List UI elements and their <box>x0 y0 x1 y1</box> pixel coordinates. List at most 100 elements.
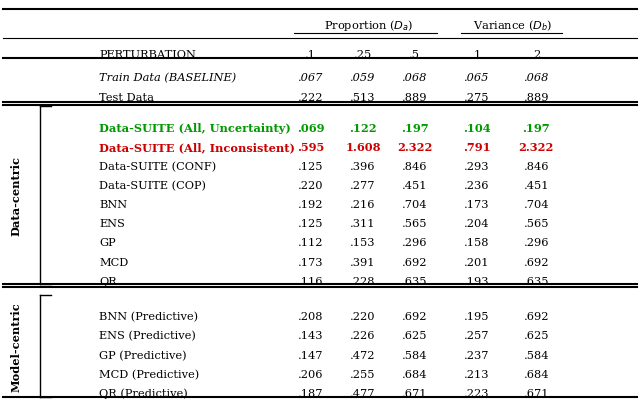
Text: .236: .236 <box>464 180 490 191</box>
Text: 2: 2 <box>532 49 540 59</box>
Text: .692: .692 <box>524 312 549 321</box>
Text: .704: .704 <box>402 200 428 210</box>
Text: .067: .067 <box>298 73 323 83</box>
Text: .692: .692 <box>402 312 428 321</box>
Text: .104: .104 <box>463 123 491 134</box>
Text: Data-SUITE (COP): Data-SUITE (COP) <box>99 180 206 191</box>
Text: GP: GP <box>99 238 116 248</box>
Text: .208: .208 <box>298 312 323 321</box>
Text: .125: .125 <box>298 162 323 171</box>
Text: .237: .237 <box>464 350 490 360</box>
Text: .197: .197 <box>522 123 550 134</box>
Text: .068: .068 <box>524 73 549 83</box>
Text: .625: .625 <box>524 331 549 341</box>
Text: .112: .112 <box>298 238 323 248</box>
Text: Data-centric: Data-centric <box>10 156 22 236</box>
Text: 2.322: 2.322 <box>518 142 554 153</box>
Text: .195: .195 <box>464 312 490 321</box>
Text: .206: .206 <box>298 369 323 379</box>
Text: .791: .791 <box>463 142 491 153</box>
Text: .143: .143 <box>298 331 323 341</box>
Text: Model-centric: Model-centric <box>10 301 22 391</box>
Text: Data-SUITE (CONF): Data-SUITE (CONF) <box>99 161 216 171</box>
Text: .704: .704 <box>524 200 549 210</box>
Text: Train Data (BASELINE): Train Data (BASELINE) <box>99 73 236 83</box>
Text: .684: .684 <box>524 369 549 379</box>
Text: .396: .396 <box>350 162 376 171</box>
Text: .220: .220 <box>350 312 376 321</box>
Text: .255: .255 <box>350 369 376 379</box>
Text: .692: .692 <box>402 257 428 267</box>
Text: .222: .222 <box>298 92 323 102</box>
Text: .216: .216 <box>350 200 376 210</box>
Text: .201: .201 <box>464 257 490 267</box>
Text: .25: .25 <box>354 49 372 59</box>
Text: Proportion ($D_a$): Proportion ($D_a$) <box>324 18 413 33</box>
Text: .472: .472 <box>350 350 376 360</box>
Text: .625: .625 <box>402 331 428 341</box>
Text: .296: .296 <box>402 238 428 248</box>
Text: .173: .173 <box>298 257 323 267</box>
Text: .158: .158 <box>464 238 490 248</box>
Text: MCD (Predictive): MCD (Predictive) <box>99 369 200 379</box>
Text: .684: .684 <box>402 369 428 379</box>
Text: .220: .220 <box>298 180 323 191</box>
Text: QR (Predictive): QR (Predictive) <box>99 388 188 398</box>
Text: .846: .846 <box>524 162 549 171</box>
Text: .889: .889 <box>524 92 549 102</box>
Text: .059: .059 <box>350 73 376 83</box>
Text: .635: .635 <box>402 276 428 286</box>
Text: PERTURBATION: PERTURBATION <box>99 49 196 59</box>
Text: .257: .257 <box>464 331 490 341</box>
Text: .565: .565 <box>402 219 428 229</box>
Text: .147: .147 <box>298 350 323 360</box>
Text: .223: .223 <box>464 388 490 398</box>
Text: .293: .293 <box>464 162 490 171</box>
Text: .187: .187 <box>298 388 323 398</box>
Text: .125: .125 <box>298 219 323 229</box>
Text: .846: .846 <box>402 162 428 171</box>
Text: .153: .153 <box>350 238 376 248</box>
Text: .477: .477 <box>350 388 376 398</box>
Text: GP (Predictive): GP (Predictive) <box>99 350 187 360</box>
Text: .671: .671 <box>402 388 428 398</box>
Text: .1: .1 <box>305 49 316 59</box>
Text: .192: .192 <box>298 200 323 210</box>
Text: .565: .565 <box>524 219 549 229</box>
Text: .5: .5 <box>409 49 420 59</box>
Text: .889: .889 <box>402 92 428 102</box>
Text: ENS: ENS <box>99 219 125 229</box>
Text: .122: .122 <box>349 123 377 134</box>
Text: .116: .116 <box>298 276 323 286</box>
Text: .671: .671 <box>524 388 549 398</box>
Text: BNN (Predictive): BNN (Predictive) <box>99 311 198 322</box>
Text: Data-SUITE (All, Uncertainty): Data-SUITE (All, Uncertainty) <box>99 123 291 134</box>
Text: .193: .193 <box>464 276 490 286</box>
Text: .692: .692 <box>524 257 549 267</box>
Text: .513: .513 <box>350 92 376 102</box>
Text: .173: .173 <box>464 200 490 210</box>
Text: .213: .213 <box>464 369 490 379</box>
Text: 1.608: 1.608 <box>345 142 381 153</box>
Text: .451: .451 <box>402 180 428 191</box>
Text: .584: .584 <box>402 350 428 360</box>
Text: .595: .595 <box>297 142 324 153</box>
Text: .296: .296 <box>524 238 549 248</box>
Text: MCD: MCD <box>99 257 129 267</box>
Text: 1: 1 <box>473 49 481 59</box>
Text: 2.322: 2.322 <box>397 142 433 153</box>
Text: .391: .391 <box>350 257 376 267</box>
Text: .204: .204 <box>464 219 490 229</box>
Text: .277: .277 <box>350 180 376 191</box>
Text: Test Data: Test Data <box>99 92 154 102</box>
Text: ENS (Predictive): ENS (Predictive) <box>99 330 196 341</box>
Text: .228: .228 <box>350 276 376 286</box>
Text: .635: .635 <box>524 276 549 286</box>
Text: .275: .275 <box>464 92 490 102</box>
Text: .451: .451 <box>524 180 549 191</box>
Text: Variance ($D_b$): Variance ($D_b$) <box>474 18 552 33</box>
Text: .069: .069 <box>297 123 324 134</box>
Text: .197: .197 <box>401 123 429 134</box>
Text: QR: QR <box>99 276 117 286</box>
Text: .311: .311 <box>350 219 376 229</box>
